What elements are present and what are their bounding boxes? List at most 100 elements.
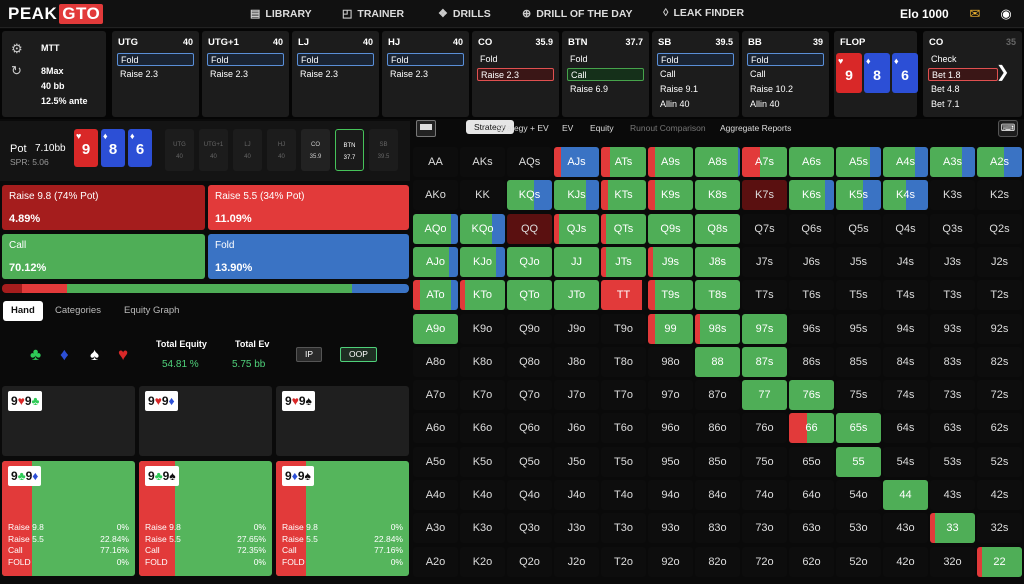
seat-lj[interactable]: LJ 40 bbox=[233, 129, 262, 171]
hand-cell-88[interactable]: 88 bbox=[695, 346, 740, 377]
nav-drills[interactable]: ❖ DRILLS bbox=[438, 7, 491, 21]
action-option[interactable]: Fold bbox=[297, 53, 374, 66]
position-column-utg-plus-1[interactable]: UTG+1 40 Fold Raise 2.3 bbox=[202, 31, 289, 117]
combo-card[interactable]: 9♥9♦ bbox=[139, 386, 272, 456]
hand-cell-T6o[interactable]: T6o bbox=[601, 413, 646, 444]
hand-cell-K6s[interactable]: K6s bbox=[789, 180, 834, 211]
logo[interactable]: PEAK GTO bbox=[8, 4, 104, 24]
hand-cell-AA[interactable]: AA bbox=[413, 147, 458, 177]
ip-toggle[interactable]: IP bbox=[296, 347, 323, 362]
combo-card[interactable]: 9♣9♦ Raise 9.8 0% Raise 5.5 22.84% Call 77.16%… bbox=[2, 461, 135, 576]
hand-cell-A3s[interactable]: A3s bbox=[930, 147, 975, 177]
hand-cell-AJo[interactable]: AJo bbox=[413, 246, 458, 277]
hand-cell-J5s[interactable]: J5s bbox=[836, 246, 881, 277]
action-option[interactable]: Bet 1.8 bbox=[928, 68, 998, 81]
hand-cell-Q6o[interactable]: Q6o bbox=[507, 413, 552, 444]
strategy-action-0[interactable]: Raise 9.8 (74% Pot) 4.89% bbox=[2, 185, 205, 230]
hand-cell-QJo[interactable]: QJo bbox=[507, 246, 552, 277]
nav-leak-finder[interactable]: ◊ LEAK FINDER bbox=[663, 7, 744, 19]
hand-cell-KQs[interactable]: KQs bbox=[507, 180, 552, 211]
hand-cell-T7s[interactable]: T7s bbox=[742, 280, 787, 311]
hand-cell-76o[interactable]: 76o bbox=[742, 413, 787, 444]
action-option[interactable]: Fold bbox=[570, 54, 588, 64]
hand-cell-K9s[interactable]: K9s bbox=[648, 180, 693, 211]
action-option[interactable]: Fold bbox=[207, 53, 284, 66]
action-option[interactable]: Call bbox=[660, 69, 676, 79]
hand-cell-64s[interactable]: 64s bbox=[883, 413, 928, 444]
action-option[interactable]: Bet 4.8 bbox=[931, 84, 960, 94]
flop-node[interactable]: FLOP ♥ 9 ♦ 8 ♦ 6 bbox=[834, 31, 918, 117]
hand-cell-K3s[interactable]: K3s bbox=[930, 180, 975, 211]
position-column-hj[interactable]: HJ 40 Fold Raise 2.3 bbox=[382, 31, 469, 117]
hand-cell-Q6s[interactable]: Q6s bbox=[789, 213, 834, 244]
hand-cell-65s[interactable]: 65s bbox=[836, 413, 881, 444]
action-option[interactable]: Raise 2.3 bbox=[120, 69, 159, 79]
hand-cell-76s[interactable]: 76s bbox=[789, 380, 834, 411]
action-option[interactable]: Call bbox=[567, 68, 644, 81]
seat-utg-plus-1[interactable]: UTG+1 40 bbox=[199, 129, 228, 171]
hand-cell-85s[interactable]: 85s bbox=[836, 346, 881, 377]
hand-cell-Q4s[interactable]: Q4s bbox=[883, 213, 928, 244]
strategy-action-1[interactable]: Raise 5.5 (34% Pot) 11.09% bbox=[208, 185, 409, 230]
action-option[interactable]: Raise 9.1 bbox=[660, 84, 699, 94]
hand-cell-T4o[interactable]: T4o bbox=[601, 480, 646, 510]
hand-cell-98o[interactable]: 98o bbox=[648, 346, 693, 377]
hand-cell-KTo[interactable]: KTo bbox=[460, 280, 505, 311]
hand-cell-A6o[interactable]: A6o bbox=[413, 413, 458, 444]
game-settings[interactable]: ⚙ ↻ MTT 8Max 40 bb 12.5% ante bbox=[2, 31, 106, 117]
hand-cell-62o[interactable]: 62o bbox=[789, 546, 834, 577]
nav-trainer[interactable]: ◰ TRAINER bbox=[342, 7, 404, 21]
hand-cell-73s[interactable]: 73s bbox=[930, 380, 975, 411]
hand-cell-K4s[interactable]: K4s bbox=[883, 180, 928, 211]
hand-cell-QJs[interactable]: QJs bbox=[554, 213, 599, 244]
position-column-btn[interactable]: BTN 37.7 Fold Call Raise 6.9 bbox=[562, 31, 649, 117]
spade-icon[interactable]: ♠ bbox=[90, 345, 100, 364]
hand-cell-K8o[interactable]: K8o bbox=[460, 346, 505, 377]
hand-cell-Q5s[interactable]: Q5s bbox=[836, 213, 881, 244]
action-option[interactable]: Raise 2.3 bbox=[300, 69, 339, 79]
hand-cell-AQo[interactable]: AQo bbox=[413, 213, 458, 244]
hand-cell-65o[interactable]: 65o bbox=[789, 446, 834, 477]
hand-cell-66[interactable]: 66 bbox=[789, 413, 834, 444]
hand-cell-T2s[interactable]: T2s bbox=[977, 280, 1022, 311]
hand-cell-K8s[interactable]: K8s bbox=[695, 180, 740, 211]
hand-cell-T3o[interactable]: T3o bbox=[601, 513, 646, 544]
hand-cell-Q4o[interactable]: Q4o bbox=[507, 480, 552, 510]
hand-cell-75s[interactable]: 75s bbox=[836, 380, 881, 411]
hand-cell-T6s[interactable]: T6s bbox=[789, 280, 834, 311]
hand-cell-94s[interactable]: 94s bbox=[883, 313, 928, 344]
hand-cell-A7o[interactable]: A7o bbox=[413, 380, 458, 411]
hand-cell-42o[interactable]: 42o bbox=[883, 546, 928, 577]
account-icon[interactable]: ◉ bbox=[1000, 6, 1012, 21]
hand-cell-J3s[interactable]: J3s bbox=[930, 246, 975, 277]
position-column-sb[interactable]: SB 39.5 Fold Call Raise 9.1 Allin 40 bbox=[652, 31, 739, 117]
hand-cell-Q8o[interactable]: Q8o bbox=[507, 346, 552, 377]
hand-cell-84o[interactable]: 84o bbox=[695, 480, 740, 510]
hand-cell-84s[interactable]: 84s bbox=[883, 346, 928, 377]
gear-icon[interactable]: ⚙ bbox=[11, 41, 23, 56]
hand-cell-QTo[interactable]: QTo bbox=[507, 280, 552, 311]
hand-cell-Q3s[interactable]: Q3s bbox=[930, 213, 975, 244]
hand-cell-J8s[interactable]: J8s bbox=[695, 246, 740, 277]
action-option[interactable]: Bet 7.1 bbox=[931, 99, 960, 109]
action-option[interactable]: Fold bbox=[117, 53, 194, 66]
hand-cell-55[interactable]: 55 bbox=[836, 446, 881, 477]
action-option[interactable]: Raise 2.3 bbox=[390, 69, 429, 79]
action-option[interactable]: Fold bbox=[480, 54, 498, 64]
seat-btn[interactable]: BTN 37.7 bbox=[335, 129, 364, 171]
hand-cell-TT[interactable]: TT bbox=[601, 280, 646, 311]
hand-cell-T5s[interactable]: T5s bbox=[836, 280, 881, 311]
hand-cell-A4s[interactable]: A4s bbox=[883, 147, 928, 177]
hand-cell-A9o[interactable]: A9o bbox=[413, 313, 458, 344]
hand-cell-K2s[interactable]: K2s bbox=[977, 180, 1022, 211]
diamond-icon[interactable]: ♦ bbox=[60, 345, 69, 364]
tab-equity-graph[interactable]: Equity Graph bbox=[124, 305, 180, 316]
combo-card[interactable]: 9♣9♠ Raise 9.8 0% Raise 5.5 27.65% Call 72.35%… bbox=[139, 461, 272, 576]
hand-cell-KQo[interactable]: KQo bbox=[460, 213, 505, 244]
tab-aggregate-reports[interactable]: Aggregate Reports bbox=[720, 123, 792, 133]
hand-cell-82o[interactable]: 82o bbox=[695, 546, 740, 577]
hand-cell-A2s[interactable]: A2s bbox=[977, 147, 1022, 177]
action-option[interactable]: Raise 2.3 bbox=[477, 68, 554, 81]
hand-cell-JTo[interactable]: JTo bbox=[554, 280, 599, 311]
hand-cell-T9s[interactable]: T9s bbox=[648, 280, 693, 311]
